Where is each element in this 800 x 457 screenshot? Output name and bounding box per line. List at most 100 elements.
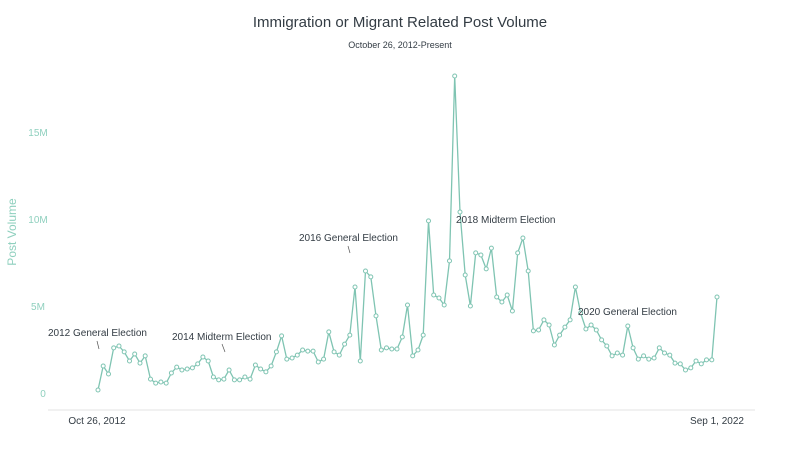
- data-point: [646, 356, 652, 362]
- data-point: [447, 258, 452, 264]
- data-point: [263, 369, 269, 375]
- data-point: [620, 352, 626, 358]
- data-point: [614, 350, 620, 356]
- data-point: [488, 245, 494, 251]
- data-point: [305, 348, 311, 354]
- x-start-label: Oct 26, 2012: [68, 416, 126, 427]
- data-point: [163, 380, 169, 386]
- data-point: [698, 361, 704, 367]
- data-point: [462, 272, 468, 278]
- data-point: [714, 294, 720, 300]
- data-point: [473, 250, 479, 256]
- data-point: [667, 352, 673, 358]
- data-point: [693, 358, 699, 364]
- annotation-2016: 2016 General Election: [299, 233, 398, 244]
- data-point: [704, 357, 709, 363]
- data-point: [635, 356, 641, 362]
- data-point: [289, 355, 295, 361]
- data-point: [483, 266, 489, 272]
- data-point: [583, 326, 589, 332]
- data-point: [441, 302, 447, 308]
- data-point: [142, 353, 148, 359]
- data-point: [357, 358, 363, 364]
- data-point: [420, 332, 426, 338]
- data-point: [562, 324, 568, 330]
- data-point: [504, 292, 510, 298]
- chart-subtitle: October 26, 2012-Present: [348, 40, 452, 50]
- y-tick-15m: 15M: [28, 128, 47, 139]
- data-point: [530, 328, 536, 334]
- data-point: [431, 292, 437, 298]
- data-point: [604, 343, 610, 349]
- data-point: [541, 317, 547, 323]
- data-point: [195, 361, 201, 367]
- data-point: [226, 367, 232, 373]
- data-point: [216, 377, 222, 383]
- data-point: [221, 376, 227, 382]
- data-point: [389, 346, 395, 352]
- data-point: [525, 268, 531, 274]
- data-point: [106, 371, 111, 377]
- data-point: [300, 347, 306, 353]
- data-point: [683, 367, 688, 373]
- data-point: [394, 346, 400, 352]
- data-point: [336, 352, 342, 358]
- data-point: [189, 365, 195, 371]
- data-point: [268, 363, 274, 369]
- data-point: [578, 310, 584, 316]
- data-point: [284, 356, 290, 362]
- data-point: [310, 348, 316, 354]
- data-point: [378, 347, 384, 353]
- data-point: [331, 349, 337, 355]
- data-point: [457, 209, 463, 215]
- data-point: [326, 329, 332, 335]
- data-point: [546, 322, 552, 328]
- annotation-2014-pointer: [221, 343, 226, 353]
- data-point: [247, 376, 253, 382]
- annotation-2012: 2012 General Election: [48, 328, 147, 339]
- data-point: [384, 345, 389, 351]
- data-point: [436, 295, 442, 301]
- data-point: [200, 354, 206, 360]
- data-point: [509, 308, 515, 314]
- data-point: [148, 376, 153, 382]
- data-point: [399, 334, 405, 340]
- data-point: [252, 362, 258, 368]
- data-point: [410, 353, 416, 359]
- data-point: [405, 302, 410, 308]
- data-point: [210, 374, 216, 380]
- data-point: [688, 365, 694, 371]
- data-point: [100, 363, 106, 369]
- data-point: [452, 73, 458, 79]
- data-point: [467, 303, 473, 309]
- data-point: [662, 350, 667, 356]
- data-point: [174, 364, 180, 370]
- data-point: [95, 387, 101, 393]
- data-point: [132, 351, 138, 357]
- annotation-2016-pointer: [347, 245, 351, 254]
- data-point: [415, 347, 421, 353]
- data-point: [205, 358, 211, 364]
- data-point: [494, 294, 500, 300]
- data-point: [625, 323, 631, 329]
- data-point: [116, 343, 122, 349]
- data-point: [651, 355, 657, 361]
- data-point: [315, 359, 321, 365]
- data-point: [242, 374, 248, 380]
- data-point: [677, 361, 683, 367]
- data-point: [231, 377, 237, 383]
- data-point: [342, 341, 348, 347]
- data-point: [279, 333, 285, 339]
- annotation-2018: 2018 Midterm Election: [456, 215, 556, 226]
- data-point: [609, 353, 615, 359]
- data-point: [588, 322, 594, 328]
- x-end-label: Sep 1, 2022: [690, 416, 744, 427]
- chart-title: Immigration or Migrant Related Post Volu…: [252, 14, 548, 31]
- y-tick-0: 0: [40, 389, 46, 400]
- y-tick-10m: 10M: [28, 215, 47, 226]
- data-point: [237, 377, 243, 383]
- series-points: [95, 73, 720, 393]
- data-point: [515, 250, 521, 256]
- data-point: [572, 284, 578, 290]
- data-point: [557, 332, 563, 338]
